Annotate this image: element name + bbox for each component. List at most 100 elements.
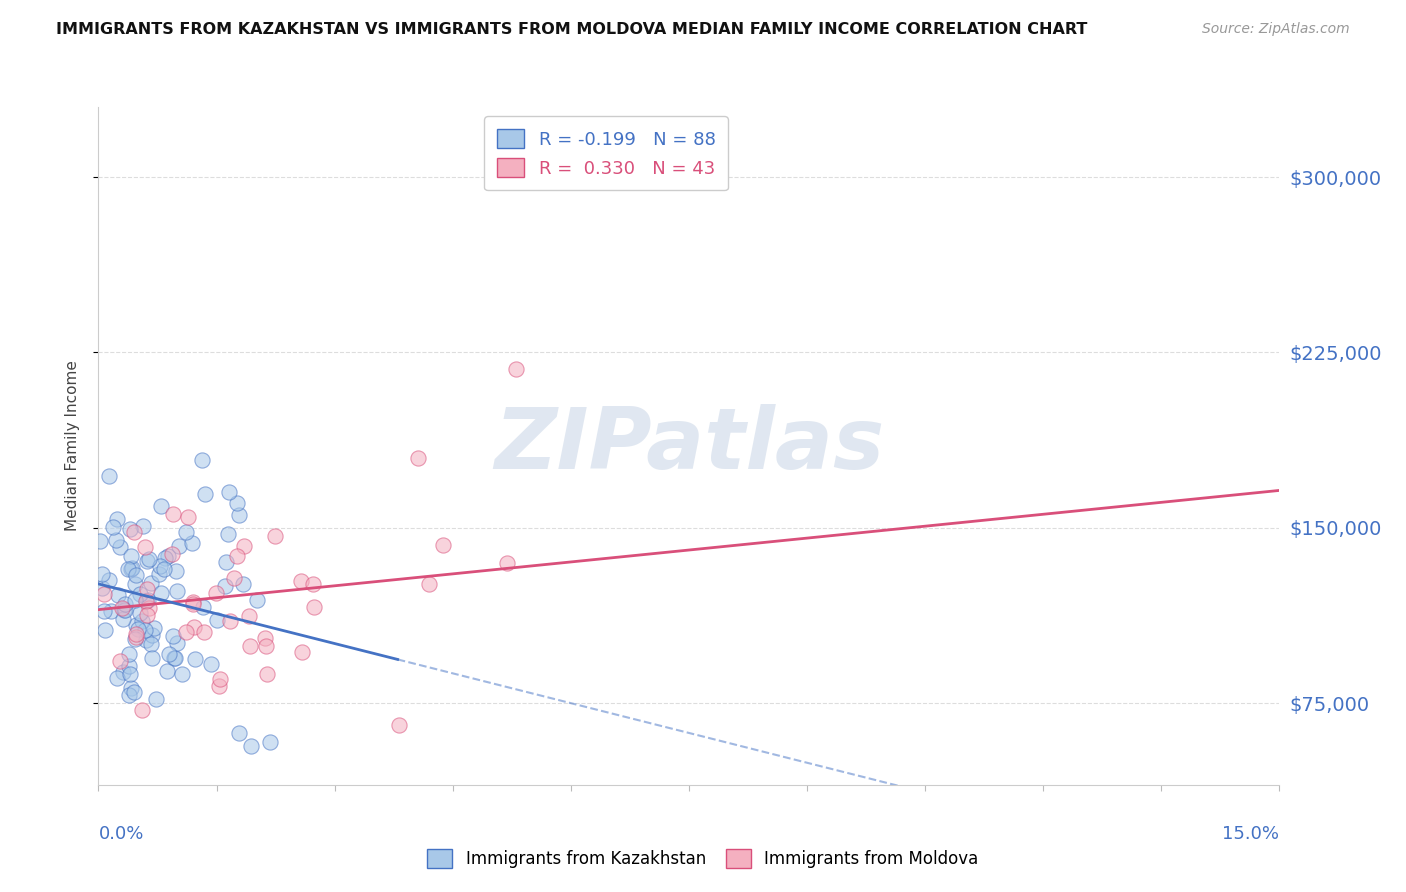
Point: [134, 623, 156, 637]
Point: [156, 664, 179, 678]
Point: [162, 651, 184, 665]
Point: [120, 667, 142, 681]
Point: [141, 651, 163, 665]
Point: [148, 567, 170, 582]
Point: [112, 665, 135, 680]
Point: [135, 594, 157, 608]
Point: [254, 639, 277, 653]
Point: [149, 499, 172, 513]
Point: [122, 684, 145, 698]
Point: [200, 657, 222, 671]
Point: [120, 549, 142, 563]
Point: [136, 582, 159, 596]
Point: [193, 624, 215, 639]
Point: [217, 527, 239, 541]
Point: [120, 681, 142, 695]
Point: [183, 620, 205, 634]
Point: [181, 597, 204, 611]
Point: [131, 702, 153, 716]
Point: [218, 484, 240, 499]
Text: IMMIGRANTS FROM KAZAKHSTAN VS IMMIGRANTS FROM MOLDOVA MEDIAN FAMILY INCOME CORRE: IMMIGRANTS FROM KAZAKHSTAN VS IMMIGRANTS…: [56, 22, 1088, 37]
Point: [105, 533, 128, 548]
Point: [149, 586, 172, 600]
Point: [105, 511, 128, 525]
Point: [124, 630, 146, 644]
Point: [194, 487, 217, 501]
Point: [121, 560, 143, 574]
Point: [166, 636, 188, 650]
Point: [226, 549, 249, 564]
Point: [135, 594, 157, 608]
Point: [253, 631, 276, 645]
Point: [174, 524, 197, 539]
Point: [117, 659, 139, 673]
Point: [112, 603, 135, 617]
Point: [408, 450, 430, 465]
Point: [225, 495, 247, 509]
Point: [149, 559, 172, 574]
Point: [136, 553, 159, 567]
Point: [183, 595, 205, 609]
Point: [190, 452, 212, 467]
Point: [107, 588, 129, 602]
Point: [170, 666, 193, 681]
Point: [127, 623, 149, 637]
Point: [239, 639, 262, 653]
Point: [291, 645, 314, 659]
Point: [91, 581, 114, 595]
Point: [162, 628, 184, 642]
Text: 15.0%: 15.0%: [1222, 825, 1279, 843]
Point: [98, 573, 121, 587]
Point: [263, 529, 285, 543]
Point: [93, 623, 115, 637]
Point: [118, 688, 141, 702]
Point: [135, 633, 157, 648]
Point: [496, 556, 519, 570]
Point: [125, 568, 148, 582]
Point: [165, 564, 187, 578]
Point: [141, 637, 163, 651]
Point: [205, 585, 228, 599]
Point: [125, 618, 148, 632]
Point: [101, 520, 124, 534]
Point: [124, 592, 146, 607]
Point: [143, 621, 166, 635]
Point: [162, 508, 184, 522]
Point: [111, 601, 134, 615]
Point: [388, 718, 411, 732]
Point: [174, 625, 197, 640]
Point: [98, 469, 121, 483]
Point: [105, 671, 128, 685]
Point: [111, 612, 134, 626]
Point: [232, 539, 254, 553]
Point: [505, 362, 527, 376]
Legend: Immigrants from Kazakhstan, Immigrants from Moldova: Immigrants from Kazakhstan, Immigrants f…: [420, 843, 986, 875]
Point: [118, 647, 141, 661]
Point: [214, 578, 236, 592]
Point: [432, 538, 454, 552]
Point: [125, 626, 148, 640]
Point: [167, 539, 190, 553]
Point: [153, 551, 176, 566]
Point: [181, 535, 204, 549]
Point: [232, 577, 254, 591]
Point: [222, 571, 245, 585]
Point: [129, 587, 152, 601]
Point: [129, 606, 152, 620]
Point: [108, 654, 131, 668]
Point: [114, 598, 136, 612]
Point: [219, 614, 242, 628]
Point: [215, 555, 238, 569]
Point: [304, 599, 326, 614]
Point: [91, 567, 114, 582]
Point: [165, 650, 187, 665]
Point: [138, 600, 160, 615]
Point: [162, 547, 184, 561]
Point: [138, 551, 160, 566]
Point: [418, 576, 440, 591]
Point: [184, 652, 207, 666]
Point: [141, 628, 163, 642]
Point: [124, 525, 146, 540]
Point: [256, 666, 278, 681]
Point: [136, 608, 159, 623]
